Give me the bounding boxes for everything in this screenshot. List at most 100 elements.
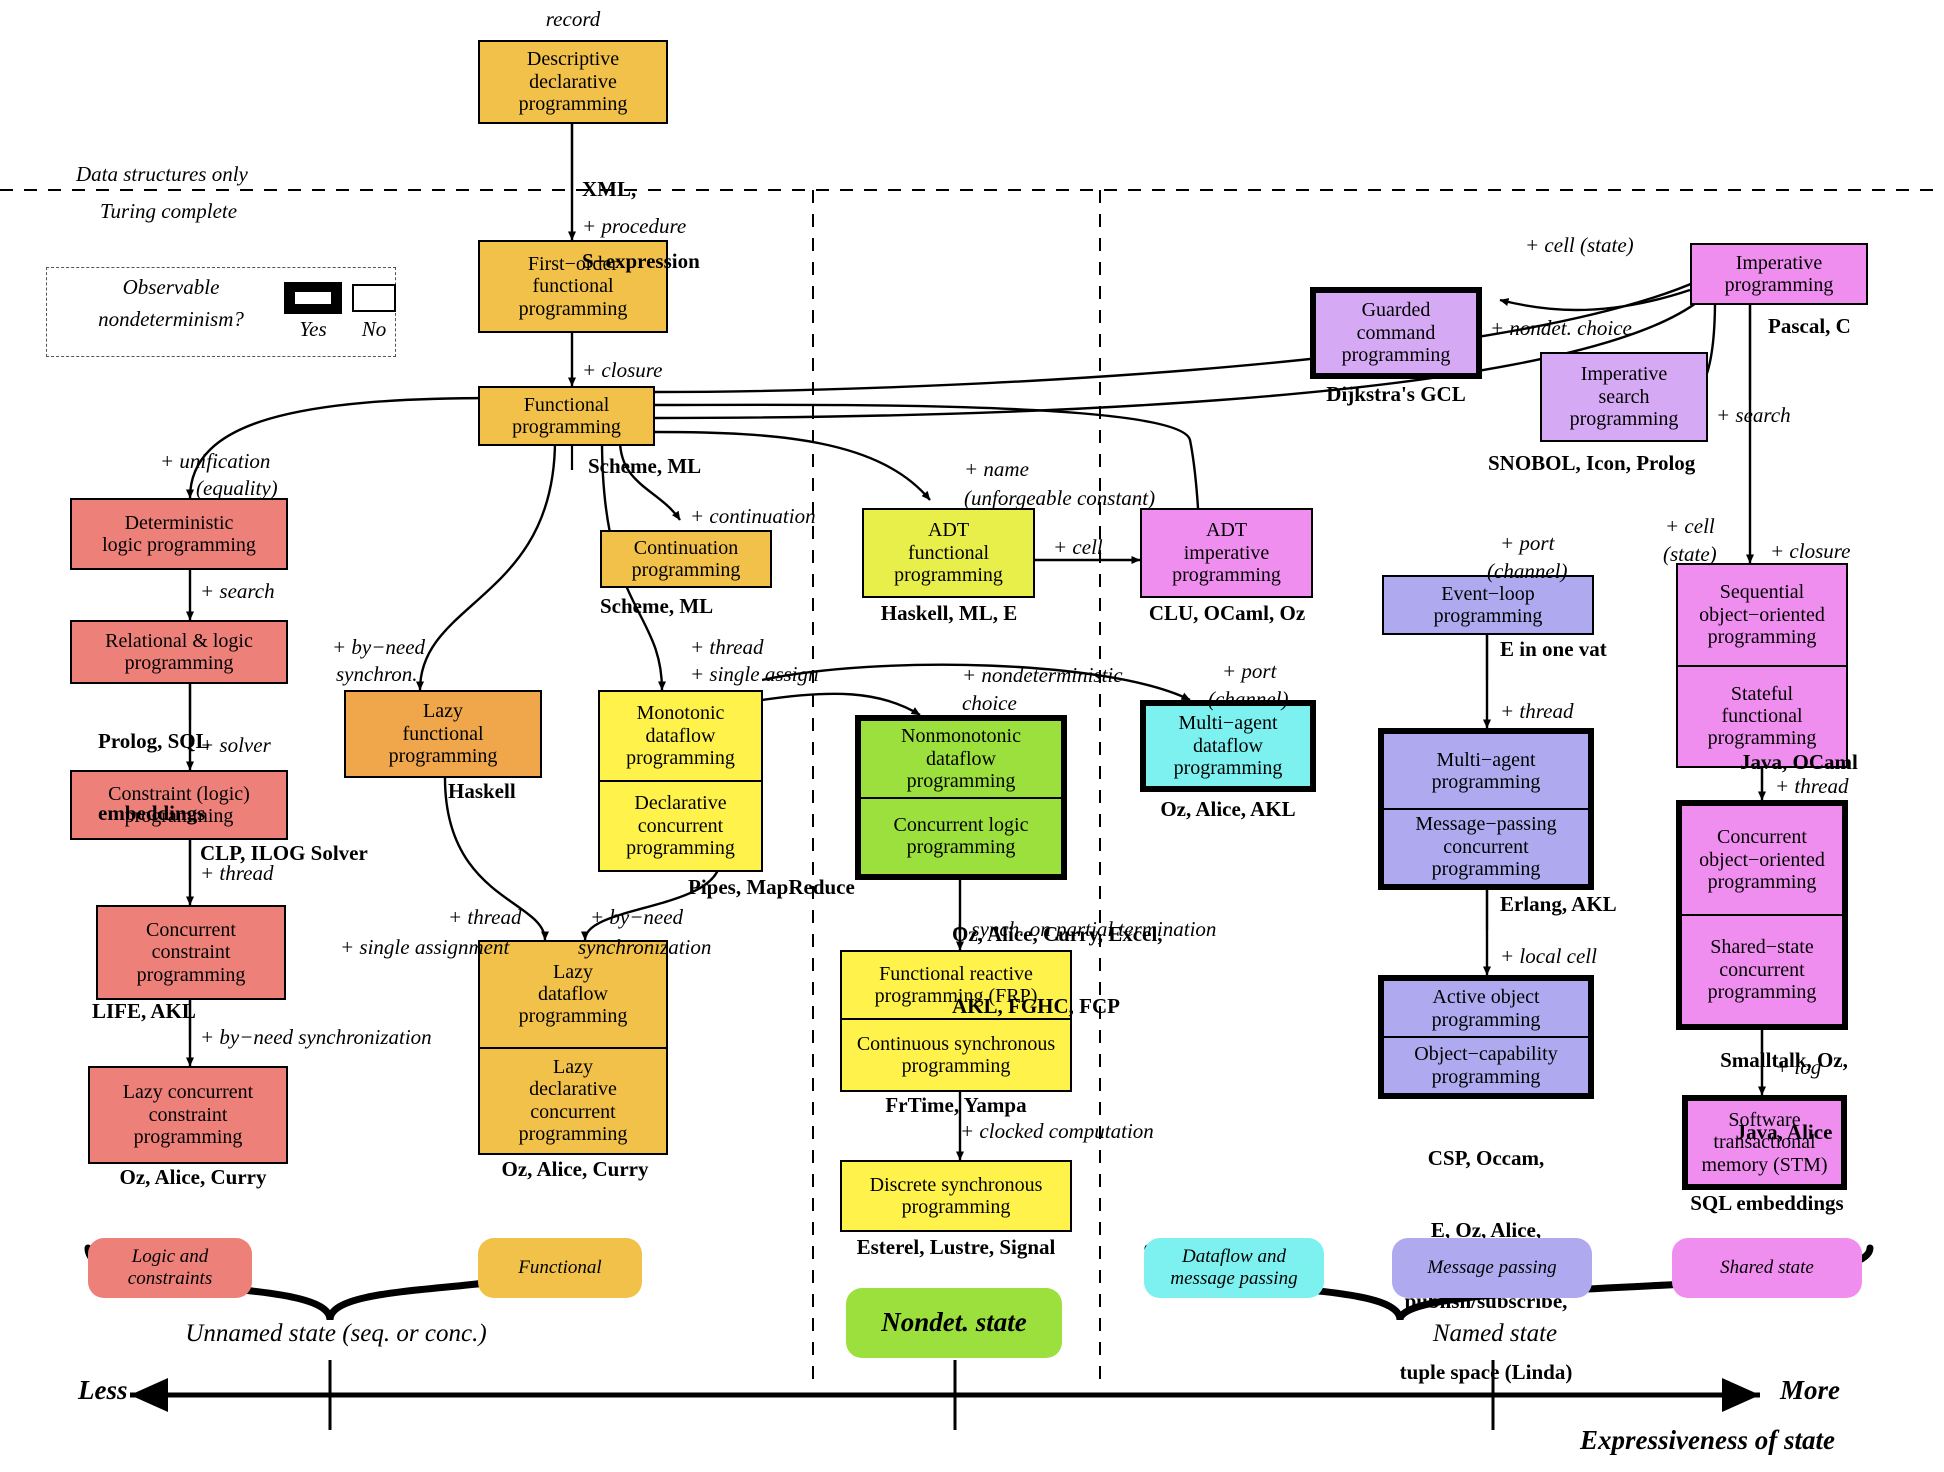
box-line: programming <box>1431 1065 1541 1088</box>
divider-label-data-structures: Data structures only <box>76 162 248 186</box>
lang-line: tuple space (Linda) <box>1399 1359 1573 1384</box>
box-event-loop[interactable]: Event−loop programming <box>1382 575 1594 635</box>
edge-label-search-1: + search <box>200 579 275 603</box>
box-line: functional <box>532 275 614 298</box>
box-line: Lazy <box>553 960 593 983</box>
box-imperative-programming[interactable]: Imperative programming <box>1690 243 1868 305</box>
box-line: programming (FRP) <box>874 985 1038 1007</box>
box-line: Nonmonotonic <box>901 725 1021 748</box>
box-line: constraint <box>151 941 231 964</box>
edge-label-name-line2: (unforgeable constant) <box>964 486 1156 510</box>
box-deterministic-logic[interactable]: Deterministic logic programming <box>70 498 288 570</box>
box-line: ADT <box>1205 519 1248 542</box>
box-line: programming <box>124 805 234 827</box>
lang-label-haskell-ml-e: Haskell, ML, E <box>880 601 1018 625</box>
edge-label-port-channel-line1: + port <box>1222 659 1277 683</box>
cell-nonmonotonic-dataflow[interactable]: Nonmonotonic dataflow programming <box>861 721 1061 797</box>
cell-declarative-concurrent[interactable]: Declarative concurrent programming <box>600 780 761 870</box>
box-imperative-search[interactable]: Imperative search programming <box>1540 352 1708 442</box>
axis-label-unnamed-state: Unnamed state (seq. or conc.) <box>185 1320 487 1347</box>
stack-monotonic-dataflow[interactable]: Monotonic dataflow programming Declarati… <box>598 690 763 872</box>
caption-dataflow-message-passing: Dataflow and message passing <box>1144 1238 1324 1298</box>
box-descriptive-declarative[interactable]: Descriptive declarative programming <box>478 40 668 124</box>
box-line: Sequential <box>1719 581 1805 604</box>
caption-text: Logic and constraints <box>127 1246 213 1289</box>
caption-nondet-state: Nondet. state <box>846 1288 1062 1358</box>
stack-multi-agent[interactable]: Multi−agent programming Message−passing … <box>1378 728 1594 890</box>
box-line: Imperative <box>1580 363 1668 386</box>
edge-label-equality: (equality) <box>196 476 278 500</box>
box-line: programming <box>518 1123 628 1146</box>
cell-multi-agent[interactable]: Multi−agent programming <box>1384 734 1588 808</box>
box-line: programming <box>1707 871 1817 894</box>
stack-lazy-dataflow[interactable]: Lazy dataflow programming Lazy declarati… <box>478 940 668 1155</box>
cell-object-capability[interactable]: Object−capability programming <box>1384 1036 1588 1093</box>
box-lazy-functional[interactable]: Lazy functional programming <box>344 690 542 778</box>
box-line: Monotonic <box>636 702 725 725</box>
box-adt-functional[interactable]: ADT functional programming <box>862 508 1035 598</box>
cell-stateful-functional[interactable]: Stateful functional programming <box>1678 664 1846 767</box>
box-line: Shared−state <box>1710 936 1814 959</box>
box-multi-agent-dataflow[interactable]: Multi−agent dataflow programming <box>1140 700 1316 792</box>
box-continuous-synchronous[interactable]: Continuous synchronous programming <box>840 1018 1072 1092</box>
stack-active-object[interactable]: Active object programming Object−capabil… <box>1378 975 1594 1099</box>
box-line: Stateful <box>1730 682 1794 705</box>
cell-lazy-declarative-concurrent[interactable]: Lazy declarative concurrent programming <box>480 1046 666 1154</box>
box-relational-logic[interactable]: Relational & logic programming <box>70 620 288 684</box>
cell-shared-state-concurrent[interactable]: Shared−state concurrent programming <box>1682 914 1842 1024</box>
box-line: object−oriented <box>1699 603 1825 626</box>
cell-lazy-dataflow[interactable]: Lazy dataflow programming <box>480 942 666 1047</box>
lang-label-e-in-one-vat: E in one vat <box>1500 637 1607 661</box>
stack-sequential-oo[interactable]: Sequential object−oriented programming S… <box>1676 563 1848 768</box>
box-line: Lazy <box>423 700 463 723</box>
box-continuation-programming[interactable]: Continuation programming <box>600 530 772 588</box>
cell-message-passing-concurrent[interactable]: Message−passing concurrent programming <box>1384 808 1588 884</box>
box-line: programming <box>1569 408 1679 431</box>
box-discrete-synchronous[interactable]: Discrete synchronous programming <box>840 1160 1072 1232</box>
box-line: Deterministic <box>124 511 234 534</box>
box-functional-reactive[interactable]: Functional reactive programming (FRP) <box>840 950 1072 1018</box>
cell-concurrent-logic[interactable]: Concurrent logic programming <box>861 796 1061 875</box>
edge-label-byneed-sync-full: + by−need synchronization <box>200 1025 432 1049</box>
box-line: declarative <box>529 70 617 93</box>
box-constraint-logic[interactable]: Constraint (logic) programming <box>70 770 288 840</box>
legend-swatch-no <box>352 284 396 312</box>
cell-sequential-object-oriented[interactable]: Sequential object−oriented programming <box>1678 565 1846 665</box>
edge-label-cell-1: + cell <box>1053 535 1103 559</box>
box-lazy-concurrent-constraint[interactable]: Lazy concurrent constraint programming <box>88 1066 288 1164</box>
axis-label-less: Less <box>78 1375 128 1405</box>
caption-text: Message passing <box>1427 1257 1557 1279</box>
lang-label-clu-ocaml-oz: CLU, OCaml, Oz <box>1148 601 1306 625</box>
edge-label-nondet-choice-2: + nondet. choice <box>1490 316 1632 340</box>
box-line: transactional <box>1713 1131 1816 1154</box>
edge-label-synch-partial: + synch. on partial termination <box>952 917 1217 941</box>
box-line: memory (STM) <box>1701 1153 1828 1176</box>
cell-concurrent-object-oriented[interactable]: Concurrent object−oriented programming <box>1682 806 1842 914</box>
axis-label-expressiveness: Expressiveness of state <box>1580 1425 1835 1455</box>
lang-line: embeddings <box>98 800 206 825</box>
lang-label-clp: CLP, ILOG Solver <box>200 841 368 865</box>
legend-yes-label: Yes <box>299 317 327 341</box>
box-functional-programming[interactable]: Functional programming <box>478 386 655 446</box>
box-line: dataflow <box>1193 734 1263 757</box>
cell-monotonic-dataflow[interactable]: Monotonic dataflow programming <box>600 692 761 780</box>
edge-label-nondet-choice-line2: choice <box>962 691 1017 715</box>
box-line: programming <box>1341 344 1451 367</box>
cell-active-object[interactable]: Active object programming <box>1384 981 1588 1036</box>
box-adt-imperative[interactable]: ADT imperative programming <box>1140 508 1313 598</box>
box-guarded-command[interactable]: Guarded command programming <box>1310 287 1482 379</box>
stack-nonmonotonic-dataflow[interactable]: Nonmonotonic dataflow programming Concur… <box>855 715 1067 880</box>
box-line: imperative <box>1183 541 1270 564</box>
box-concurrent-constraint[interactable]: Concurrent constraint programming <box>96 905 286 1000</box>
edge-label-continuation: + continuation <box>690 504 816 528</box>
edge-label-port-channel2-line2: (channel) <box>1487 559 1568 583</box>
box-software-transactional-memory[interactable]: Software transactional memory (STM) <box>1682 1095 1847 1190</box>
lang-line: XML, <box>582 177 637 202</box>
box-first-order-functional[interactable]: First−order functional programming <box>478 240 668 333</box>
box-line: object−oriented <box>1699 848 1825 871</box>
stack-concurrent-oo[interactable]: Concurrent object−oriented programming S… <box>1676 800 1848 1030</box>
divider-label-turing-complete: Turing complete <box>100 199 238 223</box>
edge-label-cell-state-line2: (state) <box>1663 542 1717 566</box>
lang-label-erlang-akl: Erlang, AKL <box>1500 892 1617 916</box>
